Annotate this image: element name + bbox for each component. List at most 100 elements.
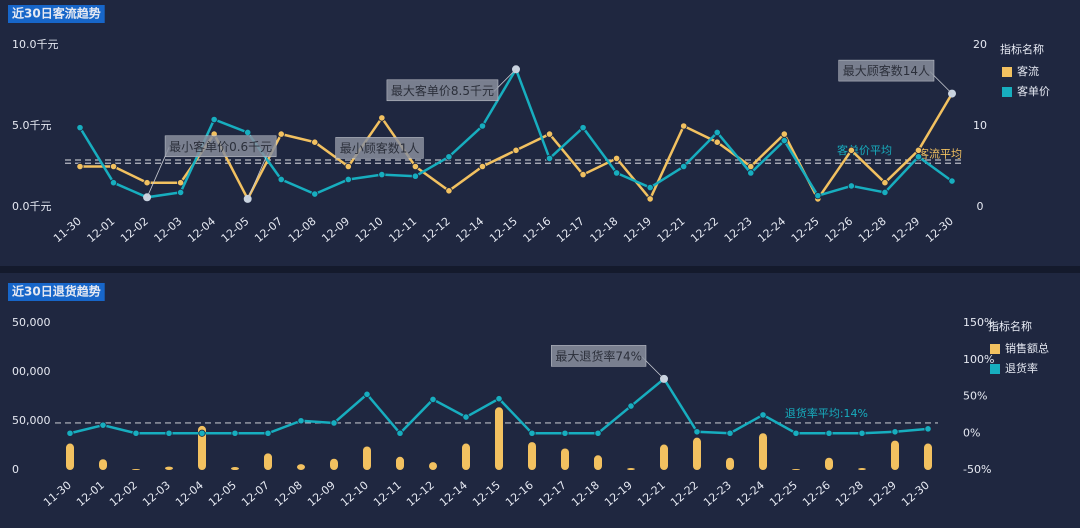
y2-tick-label: 0% <box>963 426 980 439</box>
point <box>66 429 74 437</box>
bar <box>594 455 602 470</box>
point <box>109 162 118 171</box>
bar <box>528 442 536 470</box>
point <box>545 130 554 138</box>
point <box>210 115 218 124</box>
legend-label: 客流 <box>1017 64 1039 78</box>
point <box>528 429 536 437</box>
point <box>914 146 923 154</box>
bar <box>693 437 701 470</box>
average-label: 客流平均 <box>918 146 962 160</box>
point <box>792 429 800 437</box>
annotation-box <box>386 79 499 102</box>
bar <box>363 446 371 470</box>
legend-swatch <box>990 344 1000 354</box>
point <box>76 162 84 171</box>
legend-swatch <box>990 364 1000 374</box>
point <box>378 114 386 122</box>
point <box>545 154 554 162</box>
chart-title: 近30日退货趋势 <box>12 284 101 299</box>
bar <box>396 456 404 470</box>
point <box>311 190 319 198</box>
panel <box>0 273 1080 528</box>
bar <box>759 433 767 470</box>
chart-title: 近30日客流趋势 <box>12 6 101 21</box>
point <box>759 411 767 419</box>
point <box>297 417 305 425</box>
point <box>825 429 833 437</box>
point <box>814 192 822 200</box>
point <box>579 171 587 179</box>
point <box>363 390 371 398</box>
bar <box>198 425 206 470</box>
annotation-label: 最大顾客数14人 <box>843 63 930 78</box>
bar <box>66 443 74 470</box>
point <box>378 171 386 179</box>
bar <box>825 457 833 470</box>
annotation-box <box>551 345 647 367</box>
y-tick-label: 50,000 <box>12 414 51 427</box>
legend-label: 销售额总 <box>1005 341 1049 355</box>
y2-tick-label: 10 <box>973 119 987 132</box>
point <box>244 128 252 137</box>
bar <box>330 458 338 470</box>
point <box>411 162 419 171</box>
point <box>627 402 635 410</box>
point <box>445 153 453 161</box>
legend-swatch <box>1002 87 1012 97</box>
y-tick-label: 0 <box>12 463 19 476</box>
point <box>330 419 338 427</box>
point <box>713 128 721 137</box>
bar <box>429 462 437 470</box>
y-tick-label: 10.0千元 <box>12 38 59 51</box>
title-badge <box>8 5 105 23</box>
point <box>680 122 688 130</box>
point <box>881 188 889 197</box>
point <box>924 425 932 433</box>
point <box>478 122 487 130</box>
point <box>177 188 185 197</box>
point <box>396 429 404 437</box>
point <box>914 153 923 161</box>
bar <box>660 444 668 470</box>
point <box>143 179 151 187</box>
point <box>858 429 866 437</box>
bar <box>495 407 503 470</box>
y2-tick-label: 100% <box>963 353 994 366</box>
point <box>132 429 140 437</box>
point <box>445 187 453 195</box>
point <box>693 428 701 436</box>
point <box>594 429 602 437</box>
point <box>780 136 788 145</box>
legend-title: 指标名称 <box>1000 42 1044 56</box>
point <box>165 429 173 437</box>
point <box>561 429 569 437</box>
point <box>646 183 654 192</box>
point <box>277 175 285 184</box>
bar <box>858 468 866 470</box>
point <box>109 179 118 187</box>
bar <box>792 469 800 471</box>
y2-tick-label: -50% <box>963 463 991 476</box>
point <box>344 175 352 184</box>
annotation-label: 最大退货率74% <box>555 348 642 363</box>
annotation-label: 最小顾客数1人 <box>340 140 420 155</box>
y-tick-label: 0.0千元 <box>12 200 52 213</box>
bar <box>924 443 932 470</box>
point <box>311 138 319 146</box>
legend-swatch <box>1002 67 1012 77</box>
average-label: 客单价平均 <box>837 143 892 157</box>
point <box>726 429 734 437</box>
bar <box>561 448 569 470</box>
point <box>462 413 470 421</box>
point <box>512 146 520 154</box>
point <box>613 169 621 177</box>
legend-label: 客单价 <box>1017 84 1050 98</box>
bar <box>165 466 173 470</box>
point <box>99 421 107 429</box>
bar <box>726 457 734 470</box>
point <box>429 395 437 404</box>
annotation-leader <box>247 148 271 200</box>
point <box>411 172 419 180</box>
